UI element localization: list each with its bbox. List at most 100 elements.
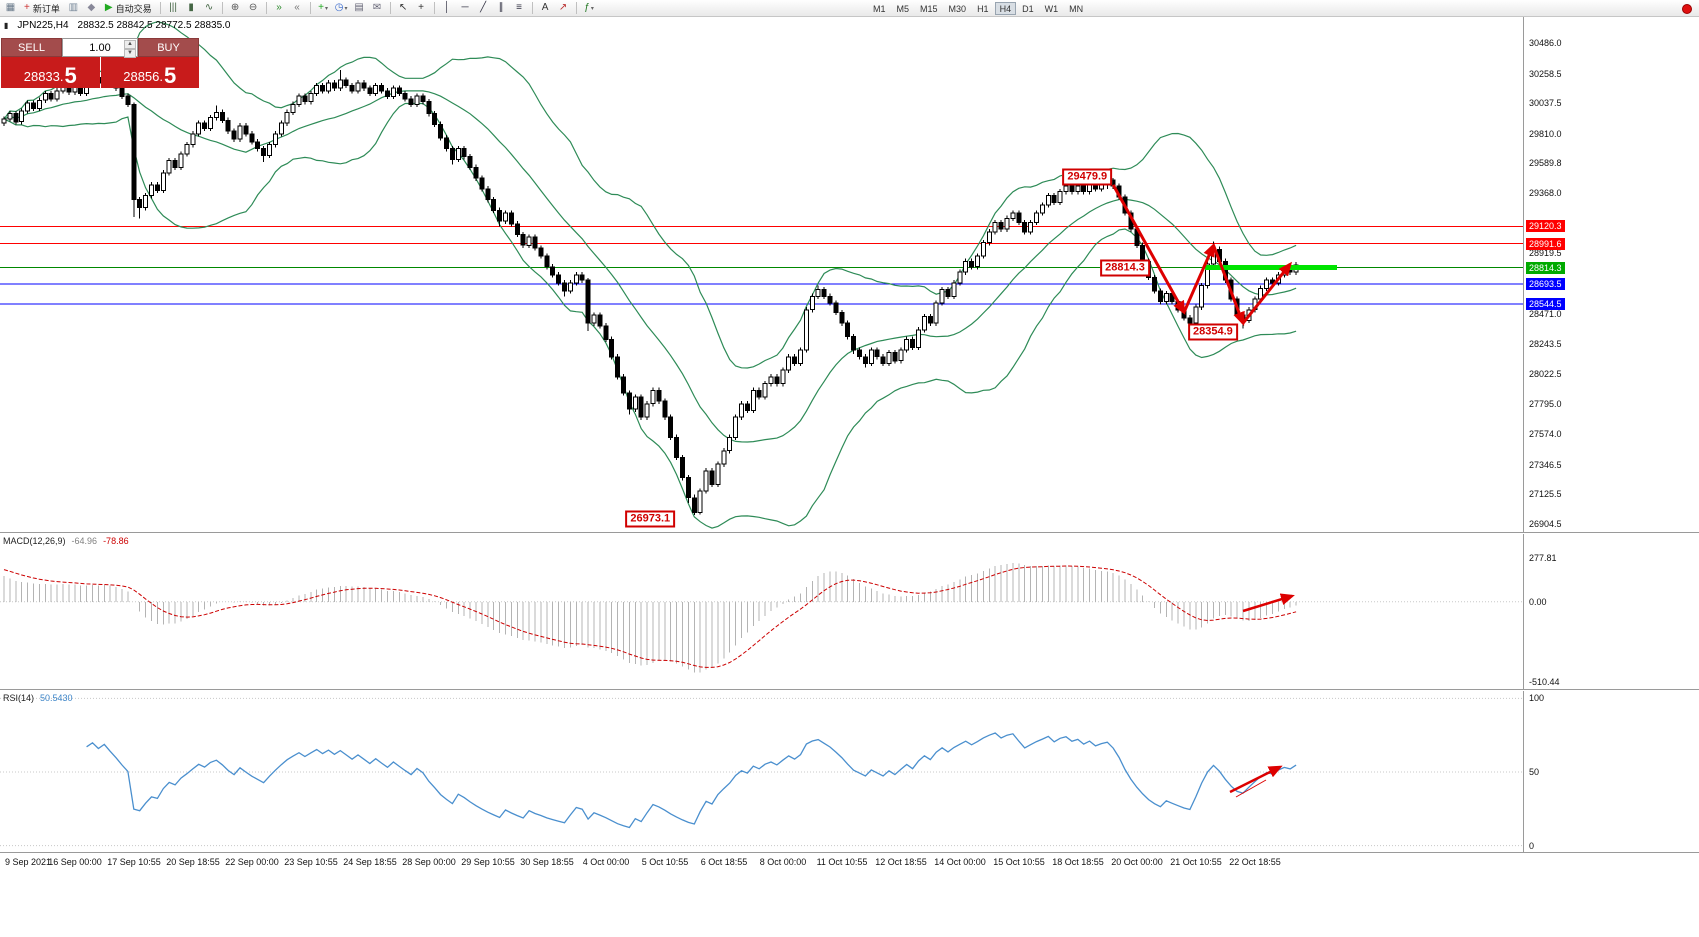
rsi-arrow[interactable] — [1229, 765, 1283, 794]
bar-chart-icon[interactable]: ||| — [165, 1, 182, 15]
chart-header: ▮ JPN225,H4 28832.5 28842.5 28772.5 2883… — [4, 20, 230, 31]
trendline-icon[interactable]: ╱ — [475, 1, 492, 15]
auto-scroll-icon[interactable]: » — [271, 1, 288, 15]
price-annotation[interactable]: 26973.1 — [625, 510, 676, 528]
chevron-down-icon: ▾ — [324, 5, 328, 12]
autotrading-button-label: 自动交易 — [115, 3, 152, 14]
chart-shift-icon[interactable]: « — [289, 1, 306, 15]
sell-button[interactable]: SELL — [1, 38, 62, 57]
rsi-panel: RSI(14) 50.5430 100 50 0 — [0, 691, 1699, 853]
price-scale[interactable]: 30486.0 30258.5 30037.5 29810.0 29589.8 29368… — [1523, 17, 1699, 532]
timeframe-d1[interactable]: D1 — [1022, 3, 1034, 14]
time-label: 24 Sep 18:55 — [343, 857, 397, 867]
mail-icon[interactable]: ✉ — [369, 1, 386, 15]
price-line-tag: 28814.3 — [1526, 262, 1565, 274]
timeframe-w1[interactable]: W1 — [1044, 3, 1059, 14]
macd-chart[interactable] — [0, 534, 1523, 690]
macd-panel: MACD(12,26,9) -64.96 -78.86 277.81 0.00 -5… — [0, 534, 1699, 690]
indicators-icon[interactable]: ƒ ▾ — [581, 1, 598, 15]
price-scale-label: 29589.8 — [1529, 158, 1562, 168]
symbol-period-label: JPN225,H4 — [17, 20, 69, 31]
zoom-in-icon[interactable]: ⊕ — [227, 1, 244, 15]
record-icon[interactable] — [1678, 2, 1695, 16]
price-annotation[interactable]: 28354.9 — [1188, 323, 1238, 341]
price-scale-label: 27574.0 — [1529, 429, 1562, 439]
indicators-icon: ƒ — [584, 2, 590, 13]
ohlc-values: 28832.5 28842.5 28772.5 28835.0 — [77, 20, 231, 31]
volume-up-icon[interactable]: ▲ — [124, 40, 136, 49]
toolbar-separator — [389, 2, 391, 14]
price-line-tag: 28544.5 — [1526, 298, 1565, 310]
candles-layer — [1, 70, 1299, 515]
timeframe-h1[interactable]: H1 — [977, 3, 989, 14]
sell-price[interactable]: 28833. 5 — [1, 57, 100, 88]
price-line-tag: 29120.3 — [1526, 220, 1565, 232]
horizontal-lines[interactable] — [0, 226, 1523, 305]
buy-price[interactable]: 28856. 5 — [100, 57, 199, 88]
line-chart-icon[interactable]: ∿ — [201, 1, 218, 15]
horizontal-line-icon[interactable]: ─ — [457, 1, 474, 15]
toolbar: ▦ + 新订单 ▥ ◆ ▶ 自动交易 ||| ▮ ∿ ⊕ ⊖» «+ ▾ ◷ ▾ ▤ ✉ ↖ + │ ─ ╱ ∥ ≡ A ↗ ƒ ▾ M… — [0, 0, 1699, 17]
candlestick-chart-icon[interactable]: ▮ — [183, 1, 200, 15]
zoom-out-icon[interactable]: ⊖ — [245, 1, 262, 15]
vertical-line-icon[interactable]: │ — [439, 1, 456, 15]
zoom-in-icon: ⊕ — [230, 2, 240, 13]
time-label: 12 Oct 18:55 — [875, 857, 927, 867]
price-annotation[interactable]: 28814.3 — [1100, 259, 1150, 277]
trend-arrows[interactable] — [1111, 184, 1293, 327]
rsi-scale-label: 50 — [1529, 767, 1540, 777]
time-label: 15 Oct 10:55 — [993, 857, 1045, 867]
volume-stepper[interactable]: ▲ ▼ — [124, 40, 136, 58]
macd-scale[interactable]: 277.81 0.00 -510.44 — [1523, 534, 1699, 689]
volume-down-icon[interactable]: ▼ — [124, 49, 136, 58]
arrow-objects-icon[interactable]: ↗ — [555, 1, 572, 15]
fibonacci-icon: ≡ — [516, 2, 522, 13]
chart-shift-icon: « — [294, 2, 300, 13]
price-scale-label: 28022.5 — [1529, 369, 1562, 379]
new-chart-icon[interactable]: + ▾ — [315, 1, 332, 15]
timeframe-m5[interactable]: M5 — [896, 3, 910, 14]
main-chart-panel: 29479.9 28814.3 28354.9 26973.1 ▮ JPN225,H4… — [0, 17, 1699, 533]
timeframe-m30[interactable]: M30 — [948, 3, 967, 14]
expert-advisors-icon[interactable]: ◆ — [83, 1, 100, 15]
price-annotation[interactable]: 29479.9 — [1062, 168, 1113, 186]
timeframe-mn[interactable]: MN — [1069, 3, 1084, 14]
text-icon[interactable]: A — [537, 1, 554, 15]
timeframe-m15[interactable]: M15 — [920, 3, 938, 14]
rsi-scale[interactable]: 100 50 0 — [1523, 691, 1699, 852]
buy-button[interactable]: BUY — [138, 38, 199, 57]
new-order-button[interactable]: + 新订单 — [20, 1, 64, 15]
time-axis[interactable]: 9 Sep 2021 16 Sep 00:00 17 Sep 10:55 20 Sep… — [0, 854, 1699, 872]
market-watch-icon[interactable]: ▥ — [65, 1, 82, 15]
timeframe-h4[interactable]: H4 — [994, 2, 1017, 15]
crosshair-icon: + — [418, 2, 424, 13]
toolbar-separator — [159, 2, 161, 14]
market-watch-icon: ▥ — [68, 2, 79, 13]
crosshair-icon[interactable]: + — [413, 1, 430, 15]
chart-window-icon[interactable]: ▦ — [2, 1, 19, 15]
rsi-trendline[interactable] — [1235, 779, 1267, 798]
rsi-chart[interactable] — [0, 691, 1523, 853]
profiles-icon[interactable]: ◷ ▾ — [333, 1, 350, 15]
price-scale-label: 27795.0 — [1529, 399, 1562, 409]
autotrading-button: ▶ — [104, 2, 113, 13]
price-scale-label: 27125.5 — [1529, 489, 1562, 499]
price-scale-label: 26904.5 — [1529, 519, 1562, 529]
timeframe-m1[interactable]: M1 — [873, 3, 886, 14]
macd-arrow[interactable] — [1242, 593, 1295, 613]
rsi-scale-label: 100 — [1529, 693, 1545, 703]
volume-input[interactable]: 1.00 ▲ ▼ — [62, 38, 138, 58]
zoom-out-icon: ⊖ — [248, 2, 258, 13]
cursor-icon[interactable]: ↖ — [395, 1, 412, 15]
toolbar-buttons: ▦ + 新订单 ▥ ◆ ▶ 自动交易 ||| ▮ ∿ ⊕ ⊖» «+ ▾ ◷ ▾ ▤ ✉ ↖ + │ ─ ╱ ∥ ≡ A ↗ ƒ ▾ — [2, 1, 598, 15]
autotrading-button[interactable]: ▶ 自动交易 — [101, 1, 156, 15]
candlestick-chart[interactable] — [0, 17, 1523, 533]
time-label: 29 Sep 10:55 — [461, 857, 515, 867]
print-icon[interactable]: ▤ — [351, 1, 368, 15]
fibonacci-icon[interactable]: ≡ — [511, 1, 528, 15]
channel-icon[interactable]: ∥ — [493, 1, 510, 15]
price-scale-label: 29368.0 — [1529, 188, 1562, 198]
price-scale-label: 30037.5 — [1529, 98, 1562, 108]
toolbar-separator — [531, 2, 533, 14]
